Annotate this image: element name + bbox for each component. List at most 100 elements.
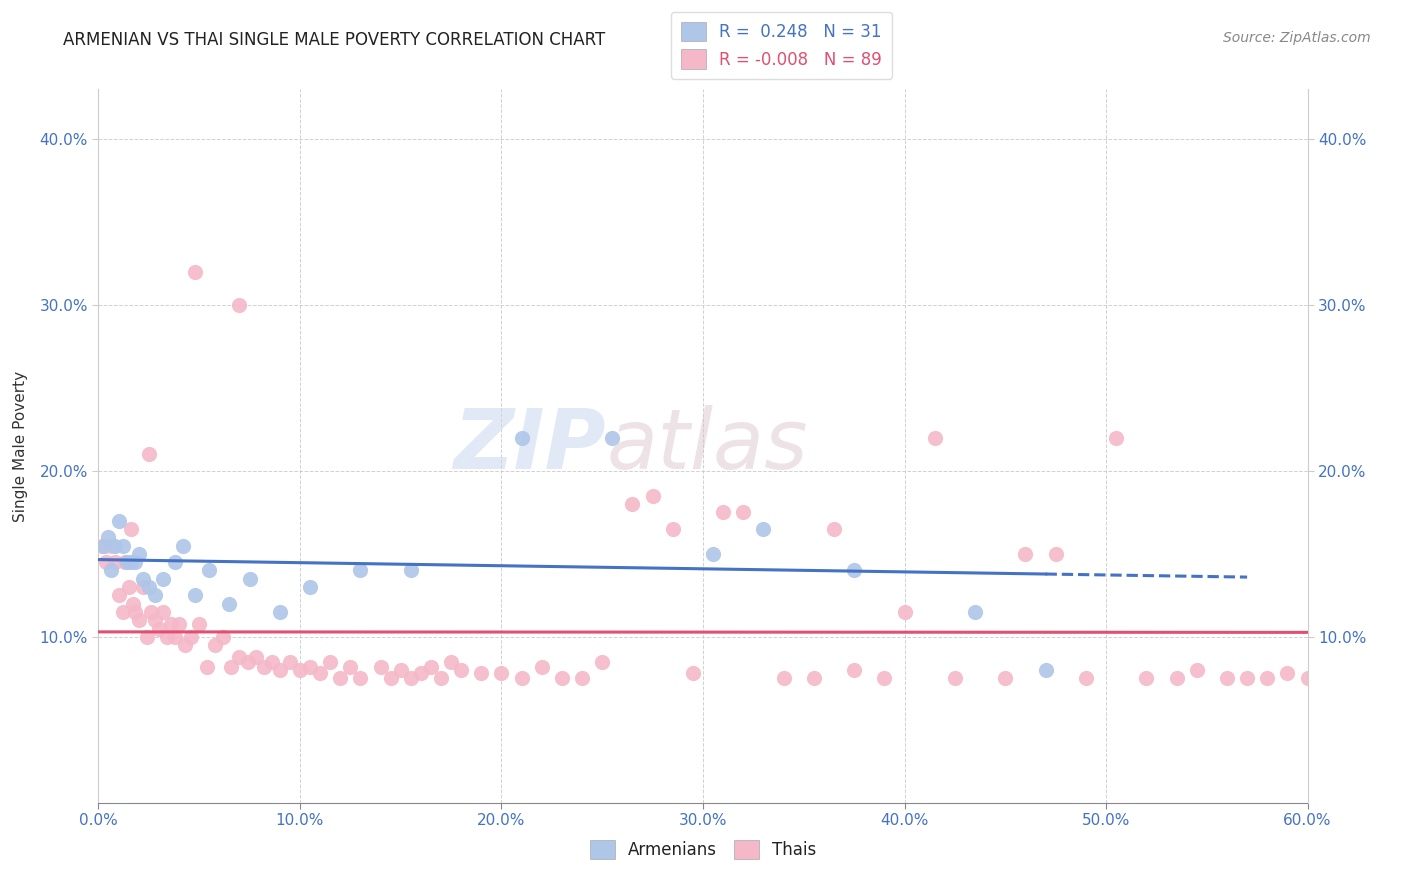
Point — [218, 597, 240, 611]
Point — [278, 655, 301, 669]
Point — [152, 605, 174, 619]
Point — [711, 505, 734, 519]
Point — [430, 671, 453, 685]
Point — [370, 659, 392, 673]
Text: atlas: atlas — [606, 406, 808, 486]
Point — [139, 605, 162, 619]
Point — [184, 265, 207, 279]
Point — [823, 522, 845, 536]
Point — [163, 630, 186, 644]
Point — [91, 539, 114, 553]
Point — [174, 638, 197, 652]
Point — [93, 539, 115, 553]
Y-axis label: Single Male Poverty: Single Male Poverty — [14, 370, 28, 522]
Point — [111, 539, 134, 553]
Point — [682, 666, 704, 681]
Point — [212, 630, 235, 644]
Point — [143, 613, 166, 627]
Point — [299, 580, 322, 594]
Point — [844, 663, 866, 677]
Point — [470, 666, 492, 681]
Point — [156, 630, 179, 644]
Point — [510, 431, 533, 445]
Point — [198, 564, 221, 578]
Point — [121, 597, 143, 611]
Point — [329, 671, 352, 685]
Point — [1185, 663, 1208, 677]
Point — [111, 605, 134, 619]
Point — [772, 671, 794, 685]
Point — [118, 580, 141, 594]
Point — [349, 671, 371, 685]
Point — [873, 671, 896, 685]
Text: Source: ZipAtlas.com: Source: ZipAtlas.com — [1223, 31, 1371, 45]
Point — [994, 671, 1017, 685]
Point — [965, 605, 987, 619]
Point — [152, 572, 174, 586]
Point — [260, 655, 283, 669]
Point — [132, 572, 155, 586]
Point — [299, 659, 322, 673]
Point — [221, 659, 243, 673]
Point — [399, 564, 422, 578]
Point — [143, 588, 166, 602]
Point — [100, 539, 122, 553]
Point — [138, 580, 160, 594]
Point — [380, 671, 402, 685]
Point — [97, 530, 120, 544]
Point — [641, 489, 664, 503]
Point — [1045, 547, 1067, 561]
Point — [409, 666, 432, 681]
Point — [399, 671, 422, 685]
Point — [1277, 666, 1299, 681]
Point — [115, 555, 138, 569]
Point — [491, 666, 513, 681]
Legend: Armenians, Thais: Armenians, Thais — [583, 833, 823, 866]
Point — [349, 564, 371, 578]
Point — [138, 447, 160, 461]
Point — [661, 522, 683, 536]
Point — [114, 555, 136, 569]
Point — [571, 671, 593, 685]
Point — [288, 663, 311, 677]
Point — [733, 505, 755, 519]
Point — [389, 663, 412, 677]
Point — [167, 616, 190, 631]
Point — [245, 649, 267, 664]
Point — [752, 522, 775, 536]
Point — [228, 298, 250, 312]
Point — [450, 663, 472, 677]
Point — [228, 649, 250, 664]
Point — [128, 613, 150, 627]
Text: ARMENIAN VS THAI SINGLE MALE POVERTY CORRELATION CHART: ARMENIAN VS THAI SINGLE MALE POVERTY COR… — [63, 31, 606, 49]
Point — [124, 605, 146, 619]
Point — [1074, 671, 1097, 685]
Point — [924, 431, 946, 445]
Point — [120, 522, 142, 536]
Point — [602, 431, 624, 445]
Point — [124, 555, 146, 569]
Point — [180, 630, 202, 644]
Point — [103, 539, 125, 553]
Point — [420, 659, 443, 673]
Point — [204, 638, 226, 652]
Point — [702, 547, 724, 561]
Point — [803, 671, 825, 685]
Point — [239, 572, 262, 586]
Point — [107, 514, 129, 528]
Point — [1236, 671, 1258, 685]
Point — [319, 655, 342, 669]
Point — [269, 605, 291, 619]
Point — [160, 616, 183, 631]
Point — [510, 671, 533, 685]
Point — [1216, 671, 1239, 685]
Point — [1135, 671, 1157, 685]
Point — [253, 659, 276, 673]
Point — [551, 671, 574, 685]
Point — [309, 666, 332, 681]
Point — [132, 580, 155, 594]
Point — [135, 630, 157, 644]
Point — [339, 659, 361, 673]
Point — [163, 555, 186, 569]
Point — [530, 659, 553, 673]
